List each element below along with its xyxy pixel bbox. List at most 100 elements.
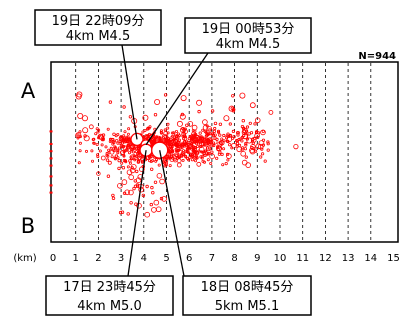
event-marker xyxy=(254,132,260,139)
event-marker xyxy=(218,150,222,154)
event-marker xyxy=(122,158,127,163)
event-marker xyxy=(106,127,110,131)
event-marker xyxy=(240,124,245,129)
event-marker xyxy=(211,133,215,137)
event-marker xyxy=(100,155,106,161)
event-marker xyxy=(123,149,127,153)
event-marker xyxy=(116,141,120,145)
event-marker xyxy=(251,141,255,145)
event-marker xyxy=(105,151,109,155)
callout-datetime: 19日 00時53分 xyxy=(202,22,295,37)
event-marker xyxy=(96,130,100,134)
event-marker xyxy=(78,141,82,145)
event-marker xyxy=(244,155,248,159)
event-marker xyxy=(185,123,189,127)
event-marker xyxy=(175,153,179,157)
event-marker xyxy=(212,129,216,133)
event-marker xyxy=(78,149,82,153)
event-marker xyxy=(236,133,240,137)
event-marker xyxy=(117,146,121,150)
event-marker xyxy=(172,143,176,147)
event-marker xyxy=(190,142,194,146)
x-tick-label: 14 xyxy=(364,253,377,264)
event-marker xyxy=(190,158,194,162)
event-marker xyxy=(125,135,129,140)
event-marker xyxy=(163,128,167,132)
event-marker xyxy=(249,147,255,154)
event-marker xyxy=(179,113,186,120)
event-marker xyxy=(196,161,202,167)
event-marker xyxy=(259,155,263,159)
event-marker xyxy=(145,127,150,131)
event-marker xyxy=(107,160,112,165)
left-edge-events xyxy=(49,130,53,194)
event-marker xyxy=(226,152,230,156)
event-marker xyxy=(201,139,205,144)
event-marker xyxy=(96,171,101,176)
event-marker xyxy=(141,193,146,198)
event-marker xyxy=(266,148,270,152)
event-marker xyxy=(185,143,189,147)
event-marker xyxy=(153,112,158,117)
event-marker xyxy=(225,134,229,138)
event-marker xyxy=(141,130,145,134)
event-marker xyxy=(157,163,161,167)
callout-leader xyxy=(127,150,147,277)
event-marker xyxy=(113,157,117,161)
event-marker xyxy=(159,131,163,135)
event-marker xyxy=(237,143,242,147)
event-marker xyxy=(195,135,202,141)
event-marker xyxy=(235,141,240,145)
event-marker xyxy=(120,210,125,214)
event-marker xyxy=(121,179,128,185)
event-marker xyxy=(197,109,201,114)
event-marker xyxy=(231,142,237,149)
x-tick-labels: 0 1 2 3 4 5 6 7 8 9 10 11 12 13 14 15 xyxy=(50,253,400,264)
event-marker xyxy=(128,159,132,163)
event-marker xyxy=(97,133,104,140)
event-marker xyxy=(172,140,176,144)
event-marker xyxy=(130,147,134,151)
event-marker xyxy=(184,139,188,143)
event-marker xyxy=(90,149,94,153)
event-marker xyxy=(263,159,267,163)
event-marker xyxy=(83,134,87,138)
event-marker xyxy=(121,165,126,170)
x-tick-label: 1 xyxy=(73,253,79,264)
event-marker xyxy=(131,164,137,170)
event-marker xyxy=(163,93,168,97)
callout-leader xyxy=(145,52,209,146)
event-marker xyxy=(212,143,216,148)
event-marker xyxy=(224,162,228,166)
event-marker xyxy=(199,155,203,159)
event-marker xyxy=(159,178,165,185)
event-marker xyxy=(215,137,219,141)
event-marker xyxy=(253,122,257,126)
event-marker xyxy=(111,147,115,151)
callout-box: 17日 23時45分 4km M5.0 xyxy=(45,275,174,316)
event-marker xyxy=(135,184,140,188)
event-marker xyxy=(128,115,133,119)
event-marker xyxy=(111,196,116,200)
event-marker xyxy=(215,156,219,160)
event-marker xyxy=(202,119,208,125)
event-marker xyxy=(154,158,158,162)
event-marker xyxy=(248,121,252,125)
event-marker xyxy=(117,183,123,189)
event-marker xyxy=(161,196,167,202)
event-marker xyxy=(76,91,83,98)
event-marker xyxy=(117,166,121,171)
event-marker xyxy=(140,159,144,163)
event-marker xyxy=(163,161,167,165)
event-marker xyxy=(165,159,169,163)
event-marker xyxy=(75,132,82,139)
x-tick-label: 10 xyxy=(274,253,287,264)
event-marker xyxy=(187,121,194,127)
event-marker xyxy=(196,144,200,148)
event-marker xyxy=(173,133,177,137)
callout-depth-magnitude: 5km M5.1 xyxy=(215,299,280,314)
large-events xyxy=(130,132,169,159)
event-marker xyxy=(245,129,249,133)
event-marker xyxy=(181,153,185,157)
event-marker xyxy=(112,132,116,136)
